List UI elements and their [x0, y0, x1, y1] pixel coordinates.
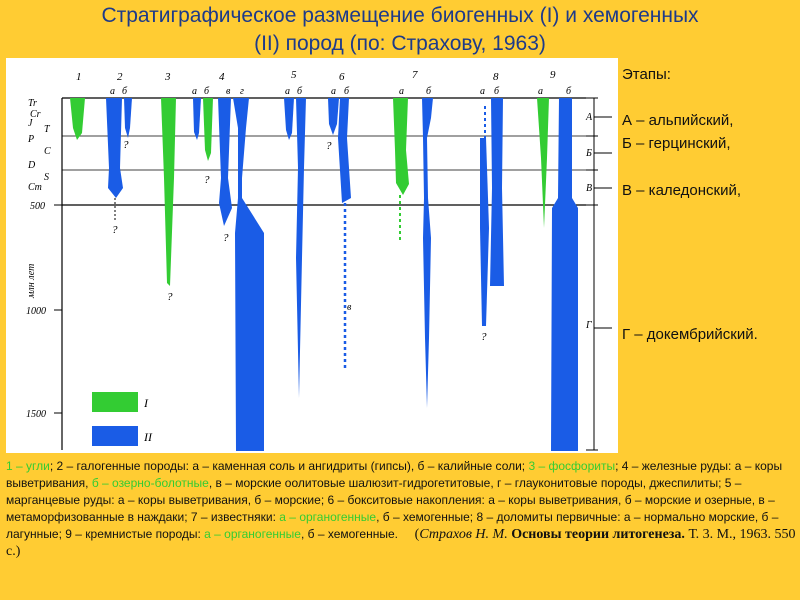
question-mark: ?	[223, 232, 229, 244]
sub-label-4v: в	[226, 86, 231, 97]
stage-letter-v: В	[586, 183, 592, 194]
caption-part: , б – хемогенные.	[300, 527, 398, 541]
column-number-4: 4	[219, 71, 225, 83]
sub-label-9a: а	[538, 86, 543, 97]
legend-label-biogenic: I	[143, 396, 149, 410]
axis-title: млн лет	[26, 264, 37, 299]
sub-label-4a: а	[192, 86, 197, 97]
column-3-phosphorite-band	[161, 98, 176, 286]
column-4g-band	[233, 98, 264, 451]
stages-heading: Этапы:	[622, 66, 671, 83]
sub-label-4g: г	[240, 86, 244, 97]
question-mark: ?	[204, 174, 210, 186]
citation-open: (	[414, 527, 420, 542]
title-line-1: Стратиграфическое размещение биогенных (…	[101, 4, 699, 27]
stage-a-label: А – альпийский,	[622, 112, 734, 129]
column-number-9: 9	[550, 69, 556, 81]
column-2a-salt-band	[106, 98, 123, 198]
sub-label-6b: б	[344, 86, 350, 97]
column-7a-limestone-band	[393, 98, 409, 195]
question-mark: ?	[481, 331, 487, 343]
column-5b-band	[296, 98, 306, 398]
column-6-in-label: в	[347, 302, 352, 313]
column-2b-salt-band	[124, 98, 132, 138]
column-number-8: 8	[493, 71, 499, 83]
stage-letter-a: А	[585, 112, 593, 123]
citation-book: Основы теории литогенеза.	[511, 527, 685, 542]
column-4b-band	[203, 98, 213, 161]
age-label-1500: 1500	[26, 409, 46, 420]
caption-part: ; 2 – галогенные породы: а – каменная со…	[49, 459, 529, 473]
column-5a-band	[284, 98, 294, 140]
sub-label-7a: а	[399, 86, 404, 97]
diagram-canvas: Tr Cr J T P C D S Cm 500 1000 1500 млн л…	[26, 69, 612, 451]
period-cm: Cm	[28, 182, 42, 193]
period-tr: Tr	[28, 98, 37, 109]
sub-label-4b: б	[204, 86, 210, 97]
period-s: S	[44, 172, 49, 183]
column-6a-band	[328, 98, 339, 135]
sub-label-5b: б	[297, 86, 303, 97]
stratigraphic-diagram: Tr Cr J T P C D S Cm 500 1000 1500 млн л…	[6, 58, 618, 453]
column-number-6: 6	[339, 71, 345, 83]
legend-label-chemogenic: II	[143, 430, 153, 444]
column-number-2: 2	[117, 71, 123, 83]
period-c: C	[44, 146, 51, 157]
citation-author: Страхов Н. М.	[419, 527, 508, 542]
period-t: T	[44, 124, 51, 135]
column-1-coal-band	[70, 98, 85, 140]
citation-rest: Т. 3. М., 1963. 550 с.)	[6, 527, 796, 559]
caption-part: а – органогенные	[279, 510, 377, 524]
sub-label-2a: а	[110, 86, 115, 97]
stage-b-label: Б – герцинский,	[622, 135, 731, 152]
sub-label-6a: а	[331, 86, 336, 97]
sub-label-9b: б	[566, 86, 572, 97]
caption-part: 3 – фосфориты	[528, 459, 616, 473]
column-7b-limestone-band	[422, 98, 433, 408]
question-mark: ?	[326, 140, 332, 152]
column-9a-siliceous-band	[537, 98, 549, 228]
title-line-2: (II) пород (по: Страхову, 1963)	[254, 32, 546, 55]
column-4v-band	[218, 98, 232, 226]
caption-part: , б – хемогенные; 8 – доломиты первичные…	[6, 510, 779, 541]
caption-part: , в – морские оолитовые шалюзит-гидрогет…	[6, 476, 775, 524]
question-mark: ?	[112, 224, 118, 236]
column-4a-band	[193, 98, 201, 140]
period-d: D	[27, 160, 36, 171]
stage-letter-g: Г	[585, 320, 592, 331]
age-label-500: 500	[30, 201, 45, 212]
period-j: J	[28, 118, 33, 129]
stage-v-label: В – каледонский,	[622, 182, 742, 199]
column-number-5: 5	[291, 69, 297, 81]
age-label-1000: 1000	[26, 306, 46, 317]
caption-part: 1 – угли	[6, 459, 50, 473]
caption-part: б – озерно-болотные	[91, 476, 209, 490]
question-mark: ?	[167, 291, 173, 303]
stage-letter-b: Б	[585, 148, 592, 159]
column-9b-siliceous-band	[551, 98, 578, 451]
legend-swatch-biogenic	[92, 392, 138, 412]
column-number-1: 1	[76, 71, 82, 83]
column-8b-dolomite-band	[490, 98, 504, 286]
citation: (Страхов Н. М. Основы теории литогенеза.…	[6, 527, 796, 559]
column-6b-band	[338, 98, 351, 203]
column-number-3: 3	[164, 71, 171, 83]
column-number-7: 7	[412, 69, 418, 81]
sub-label-8a: а	[480, 86, 485, 97]
question-mark: ?	[123, 139, 129, 151]
sub-label-7b: б	[426, 86, 432, 97]
sub-label-8b: б	[494, 86, 500, 97]
figure-caption: 1 – угли; 2 – галогенные породы: а – кам…	[6, 458, 796, 560]
sub-label-5a: а	[285, 86, 290, 97]
page-title: Стратиграфическое размещение биогенных (…	[0, 2, 800, 58]
stage-g-label: Г – докембрийский.	[622, 326, 758, 343]
column-8a-dolomite-band	[480, 138, 489, 326]
legend-swatch-chemogenic	[92, 426, 138, 446]
period-p: P	[27, 134, 34, 145]
caption-part: ; 4 – железные руды: а – коры выветриван…	[6, 459, 783, 490]
caption-part: а – органогенные	[204, 527, 301, 541]
sub-label-2b: б	[122, 86, 128, 97]
period-cr: Cr	[30, 109, 41, 120]
